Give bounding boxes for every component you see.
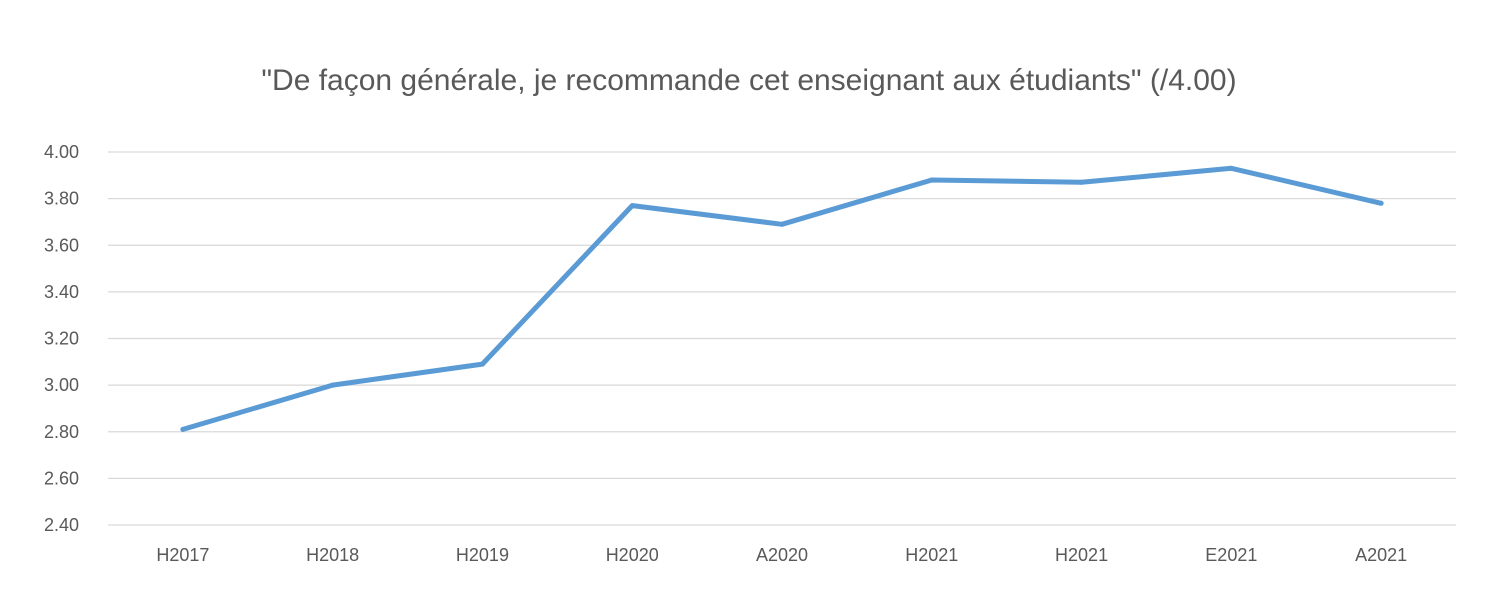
x-tick-label: A2020	[756, 545, 808, 565]
data-point	[479, 361, 485, 367]
x-tick-label: H2017	[156, 545, 209, 565]
data-point	[1378, 200, 1384, 206]
chart-title: "De façon générale, je recommande cet en…	[261, 64, 1237, 97]
series-lines	[180, 165, 1384, 432]
data-point	[1079, 179, 1085, 185]
y-tick-label: 3.80	[44, 189, 79, 209]
gridlines	[108, 151, 1456, 526]
y-tick-label: 3.00	[44, 375, 79, 395]
data-point	[330, 382, 336, 388]
x-tick-label: H2020	[606, 545, 659, 565]
y-tick-label: 2.60	[44, 468, 79, 488]
x-tick-label: H2018	[306, 545, 359, 565]
data-point	[779, 221, 785, 227]
y-axis-ticks: 2.40 2.60 2.80 3.00 3.20 3.40 3.60 3.80 4.00	[44, 142, 79, 535]
data-point	[629, 203, 635, 209]
y-tick-label: 2.40	[44, 515, 79, 535]
y-tick-label: 2.80	[44, 422, 79, 442]
data-point	[1228, 165, 1234, 171]
y-tick-label: 3.40	[44, 282, 79, 302]
y-tick-label: 4.00	[44, 142, 79, 162]
x-axis-ticks: H2017 H2018 H2019 H2020 A2020 H2021 H2021 E2021…	[156, 545, 1407, 565]
series-line	[180, 165, 1384, 432]
y-tick-label: 3.60	[44, 235, 79, 255]
data-point	[929, 177, 935, 183]
y-tick-label: 3.20	[44, 329, 79, 349]
x-tick-label: E2021	[1205, 545, 1257, 565]
x-tick-label: H2021	[905, 545, 958, 565]
x-tick-label: H2021	[1055, 545, 1108, 565]
x-tick-label: A2021	[1355, 545, 1407, 565]
x-tick-label: H2019	[456, 545, 509, 565]
data-point	[180, 426, 186, 432]
